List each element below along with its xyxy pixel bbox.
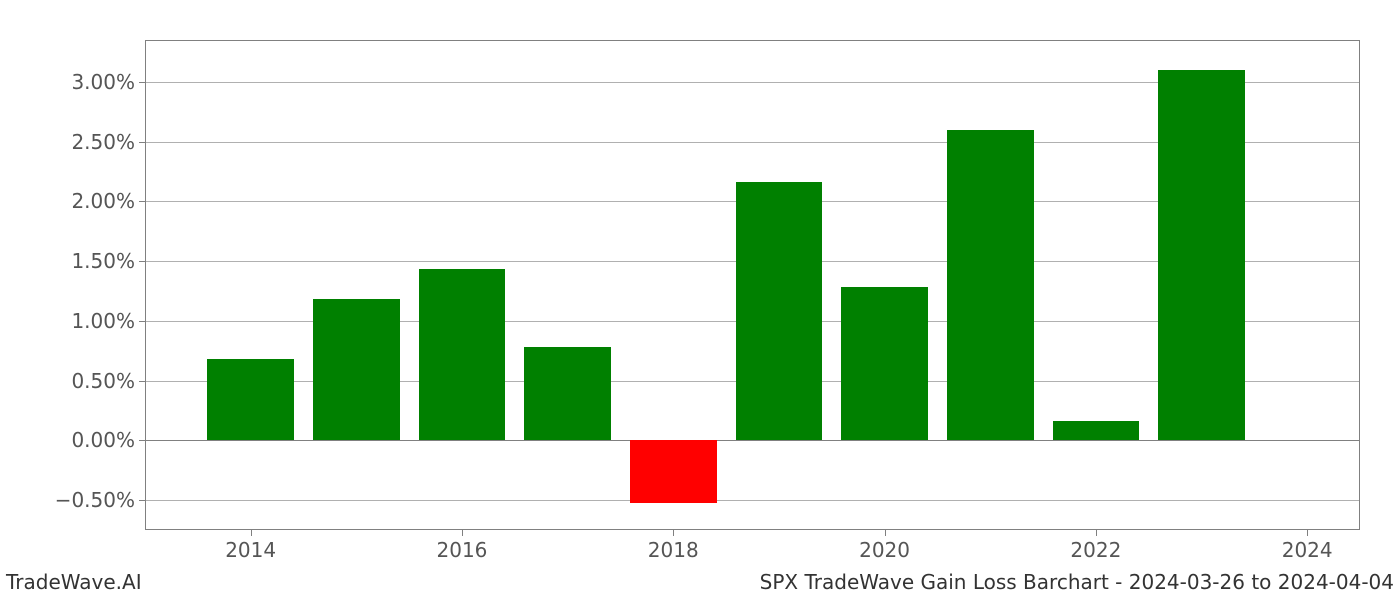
x-tick-mark — [885, 530, 886, 536]
plot-spine-left — [145, 40, 146, 530]
bar — [1053, 421, 1140, 440]
bar — [736, 182, 823, 440]
y-tick-label: −0.50% — [55, 488, 145, 512]
x-tick-mark — [1307, 530, 1308, 536]
y-gridline — [145, 500, 1360, 501]
plot-spine-top — [145, 40, 1360, 41]
plot-spine-bottom — [145, 529, 1360, 530]
bar — [1158, 70, 1245, 440]
y-tick-label: 1.50% — [71, 249, 145, 273]
y-tick-label: 0.50% — [71, 369, 145, 393]
x-tick-mark — [1096, 530, 1097, 536]
footer-right-text: SPX TradeWave Gain Loss Barchart - 2024-… — [760, 570, 1394, 594]
footer-left-text: TradeWave.AI — [6, 570, 142, 594]
y-tick-label: 2.00% — [71, 189, 145, 213]
bar — [419, 269, 506, 440]
x-tick-mark — [673, 530, 674, 536]
bar — [207, 359, 294, 440]
bar — [313, 299, 400, 440]
y-tick-label: 0.00% — [71, 428, 145, 452]
y-tick-label: 3.00% — [71, 70, 145, 94]
bar — [841, 287, 928, 440]
chart-container: −0.50% 0.00% 0.50% 1.00% 1.50% 2.00% 2.50% 3.00… — [0, 0, 1400, 600]
y-tick-label: 1.00% — [71, 309, 145, 333]
y-tick-label: 2.50% — [71, 130, 145, 154]
bar — [630, 440, 717, 502]
bar — [524, 347, 611, 440]
x-tick-mark — [462, 530, 463, 536]
zero-baseline — [145, 440, 1360, 441]
plot-area: −0.50%0.00%0.50%1.00%1.50%2.00%2.50%3.00… — [145, 40, 1360, 530]
bar — [947, 130, 1034, 441]
plot-spine-right — [1359, 40, 1360, 530]
x-tick-mark — [251, 530, 252, 536]
